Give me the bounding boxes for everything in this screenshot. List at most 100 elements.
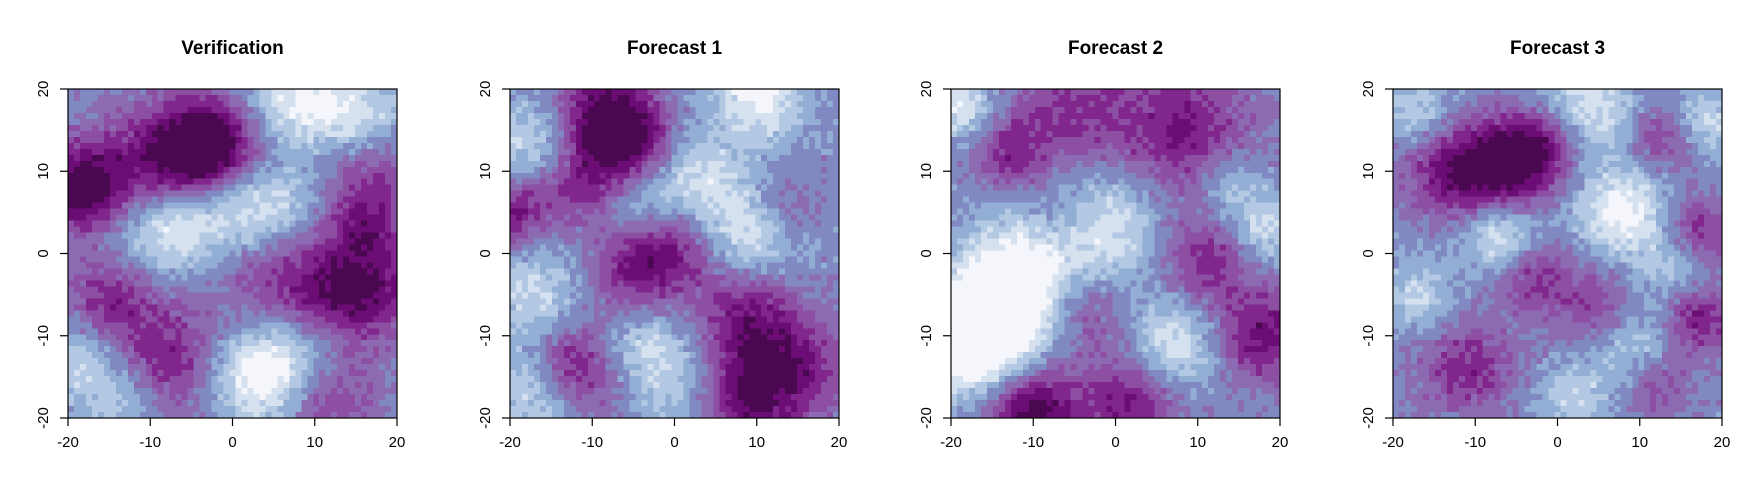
heatmap-cell [295, 130, 302, 138]
heatmap-cell [331, 190, 338, 198]
heatmap-cell [391, 226, 398, 234]
heatmap-cell [157, 262, 165, 270]
heatmap-cell [253, 148, 261, 156]
heatmap-cell [301, 142, 308, 150]
heatmap-cell [211, 238, 219, 246]
heatmap-cell [259, 388, 266, 395]
heatmap-cell [641, 316, 649, 323]
heatmap-cell [569, 328, 577, 335]
heatmap-cell [115, 214, 123, 222]
heatmap-cell [73, 304, 81, 311]
heatmap-cell [379, 232, 386, 240]
heatmap-cell [157, 382, 165, 389]
heatmap-cell [319, 124, 326, 132]
heatmap-cell [349, 394, 356, 401]
heatmap-cell [355, 394, 362, 401]
heatmap-cell [211, 310, 219, 317]
heatmap-cell [163, 298, 171, 305]
heatmap-cell [623, 184, 631, 192]
heatmap-cell [521, 100, 529, 108]
heatmap-cell [283, 358, 290, 365]
heatmap-cell [151, 364, 159, 371]
heatmap-cell [581, 154, 589, 162]
heatmap-cell [277, 376, 284, 383]
heatmap-cell [343, 244, 350, 252]
heatmap-cell [373, 178, 380, 186]
heatmap-cell [79, 364, 87, 371]
heatmap-cell [169, 112, 177, 120]
heatmap-cell [265, 118, 272, 126]
heatmap-cell [253, 178, 261, 186]
heatmap-cell [277, 310, 284, 317]
heatmap-cell [635, 196, 643, 204]
heatmap-cell [701, 256, 708, 264]
heatmap-cell [539, 280, 547, 287]
heatmap-cell [707, 412, 714, 419]
heatmap-cell [151, 370, 159, 377]
heatmap-cell [355, 382, 362, 389]
heatmap-cell [229, 274, 237, 282]
heatmap-cell [241, 262, 249, 270]
heatmap-cell [367, 358, 374, 365]
heatmap-cell [385, 280, 392, 287]
heatmap-cell [151, 160, 159, 168]
heatmap-cell [247, 118, 255, 126]
heatmap-cell [115, 130, 123, 138]
heatmap-cell [575, 214, 583, 222]
heatmap-cell [659, 106, 667, 114]
heatmap-cell [241, 100, 249, 108]
heatmap-cell [581, 190, 589, 198]
heatmap-cell [73, 166, 81, 174]
heatmap-cell [115, 250, 123, 258]
heatmap-cell [121, 118, 129, 126]
heatmap-cell [701, 358, 708, 365]
heatmap-cell [551, 310, 559, 317]
heatmap-cell [599, 304, 607, 311]
heatmap-cell [379, 184, 386, 192]
heatmap-cell [515, 256, 523, 264]
heatmap-cell [331, 322, 338, 329]
heatmap-cell [557, 202, 565, 210]
heatmap-cell [689, 268, 697, 276]
heatmap-cell [253, 286, 261, 293]
heatmap-cell [229, 154, 237, 162]
heatmap-cell [563, 412, 571, 419]
heatmap-cell [533, 172, 541, 180]
heatmap-cell [253, 226, 261, 234]
heatmap-cell [133, 100, 141, 108]
heatmap-cell [593, 166, 601, 174]
heatmap-cell [133, 328, 141, 335]
heatmap-cell [169, 166, 177, 174]
heatmap-cell [515, 118, 523, 126]
heatmap-cell [319, 364, 326, 371]
heatmap-cell [349, 238, 356, 246]
heatmap-cell [193, 232, 201, 240]
heatmap-cell [259, 400, 266, 407]
heatmap-cell [557, 226, 565, 234]
heatmap-cell [391, 136, 398, 144]
heatmap-cell [85, 226, 93, 234]
heatmap-cell [127, 406, 135, 413]
heatmap-cell [193, 280, 201, 287]
heatmap-cell [623, 412, 631, 419]
heatmap-cell [510, 364, 517, 371]
heatmap-cell [73, 388, 81, 395]
heatmap-cell [701, 106, 708, 114]
heatmap-cell [187, 364, 195, 371]
heatmap-cell [533, 382, 541, 389]
heatmap-cell [557, 118, 565, 126]
heatmap-cell [641, 364, 649, 371]
heatmap-cell [539, 304, 547, 311]
heatmap-cell [551, 154, 559, 162]
heatmap-cell [175, 196, 183, 204]
heatmap-cell [181, 286, 189, 293]
heatmap-cell [169, 178, 177, 186]
heatmap-cell [713, 328, 720, 335]
heatmap-cell [91, 316, 99, 323]
heatmap-cell [139, 268, 147, 276]
heatmap-cell [277, 274, 284, 282]
heatmap-cell [599, 400, 607, 407]
heatmap-cell [163, 400, 171, 407]
heatmap-cell [707, 178, 714, 186]
heatmap-cell [361, 292, 368, 299]
